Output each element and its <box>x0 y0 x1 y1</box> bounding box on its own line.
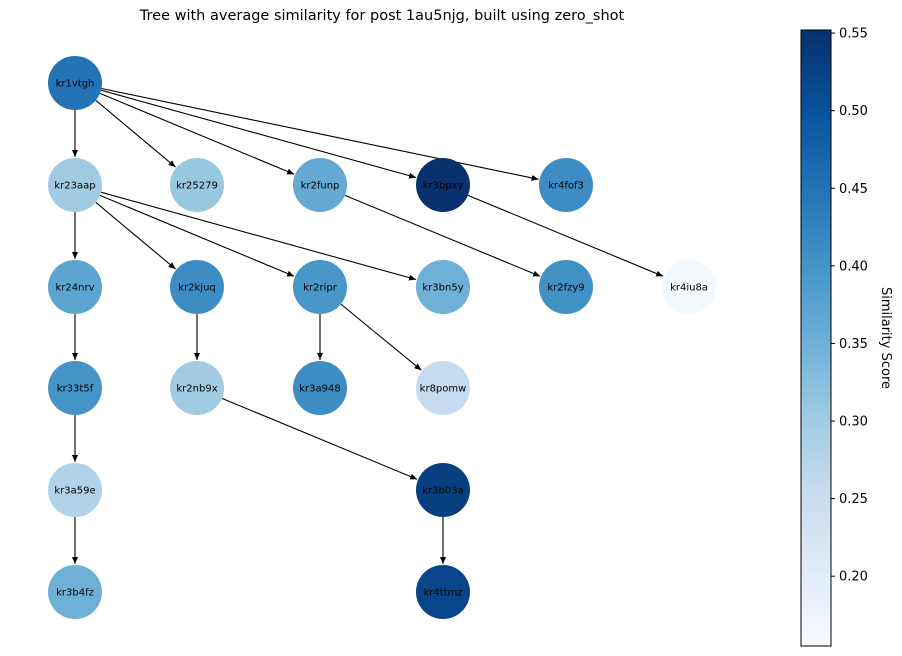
edge-kr1vtgh-kr25279 <box>95 99 176 168</box>
node-kr3a948: kr3a948 <box>293 361 347 415</box>
node-circle <box>48 260 102 314</box>
node-label: kr3b4fz <box>56 588 94 599</box>
node-label: kr1vtgh <box>56 79 95 90</box>
node-label: kr25279 <box>176 181 218 192</box>
colorbar-tick-label: 0.20 <box>839 570 868 585</box>
node-label: kr3b03a <box>422 486 463 497</box>
colorbar-tick-label: 0.40 <box>839 259 868 274</box>
colorbar-ticks: 0.20 0.25 0.30 0.35 0.40 0.45 0.50 0.55 <box>831 27 868 585</box>
node-circle <box>48 158 102 212</box>
node-kr24nrv: kr24nrv <box>48 260 102 314</box>
node-circle <box>416 463 470 517</box>
edge-kr2ripr-kr8pomw <box>340 303 422 371</box>
edges-layer <box>72 87 664 564</box>
node-label: kr2fzy9 <box>547 283 584 294</box>
node-kr2kjuq: kr2kjuq <box>170 260 224 314</box>
node-circle <box>662 260 716 314</box>
colorbar-tick-label: 0.25 <box>839 492 868 507</box>
node-kr2funp: kr2funp <box>293 158 347 212</box>
node-kr3b4fz: kr3b4fz <box>48 565 102 619</box>
node-label: kr2kjuq <box>178 283 216 294</box>
node-kr2ripr: kr2ripr <box>293 260 347 314</box>
node-label: kr4fof3 <box>548 181 584 192</box>
edge-kr2funp-kr2fzy9 <box>344 194 541 277</box>
node-kr4iu8a: kr4iu8a <box>662 260 716 314</box>
colorbar-label: Similarity Score <box>878 287 893 389</box>
node-label: kr8pomw <box>420 384 467 395</box>
colorbar: 0.20 0.25 0.30 0.35 0.40 0.45 0.50 0.55 Similar… <box>800 27 893 647</box>
node-kr8pomw: kr8pomw <box>416 361 470 415</box>
colorbar-tick-label: 0.50 <box>839 104 868 119</box>
node-circle <box>170 361 224 415</box>
node-kr1vtgh: kr1vtgh <box>48 56 102 110</box>
node-circle <box>416 260 470 314</box>
figure-title: Tree with average similarity for post 1a… <box>139 8 625 24</box>
node-circle <box>416 158 470 212</box>
edge-kr1vtgh-kr3bpxy <box>100 89 417 179</box>
node-circle <box>48 361 102 415</box>
colorbar-gradient <box>800 29 832 647</box>
node-circle <box>48 463 102 517</box>
edge-kr23aap-kr2kjuq <box>95 201 176 270</box>
node-label: kr3bn5y <box>422 283 463 294</box>
node-kr3b03a: kr3b03a <box>416 463 470 517</box>
node-circle <box>170 260 224 314</box>
node-label: kr4iu8a <box>670 283 708 294</box>
node-label: kr24nrv <box>56 283 95 294</box>
node-label: kr2funp <box>301 181 340 192</box>
colorbar-tick-label: 0.35 <box>839 337 868 352</box>
node-circle <box>416 565 470 619</box>
edge-kr23aap-kr3bn5y <box>100 191 417 281</box>
node-circle <box>48 565 102 619</box>
edge-kr2nb9x-kr3b03a <box>221 397 418 480</box>
node-label: kr2nb9x <box>176 384 217 395</box>
edge-kr1vtgh-kr4fof3 <box>101 87 539 181</box>
nodes-layer: kr1vtgh kr23aap kr25279 kr2funp kr3bpxy kr4fo… <box>48 56 716 619</box>
node-label: kr2ripr <box>303 283 338 294</box>
node-label: kr3a948 <box>299 384 340 395</box>
edge-kr23aap-kr2ripr <box>99 194 295 277</box>
node-circle <box>293 158 347 212</box>
node-label: kr33t5f <box>57 384 94 395</box>
node-circle <box>293 361 347 415</box>
node-label: kr3a59e <box>54 486 95 497</box>
node-kr4fof3: kr4fof3 <box>539 158 593 212</box>
edge-kr1vtgh-kr2funp <box>99 92 295 175</box>
node-circle <box>293 260 347 314</box>
node-kr2fzy9: kr2fzy9 <box>539 260 593 314</box>
node-kr23aap: kr23aap <box>48 158 102 212</box>
colorbar-tick-label: 0.55 <box>839 27 868 42</box>
node-kr4ttmz: kr4ttmz <box>416 565 470 619</box>
node-label: kr4ttmz <box>423 588 462 599</box>
edge-kr3bpxy-kr4iu8a <box>467 194 664 277</box>
node-circle <box>539 158 593 212</box>
node-label: kr3bpxy <box>423 181 464 192</box>
node-circle <box>539 260 593 314</box>
node-circle <box>170 158 224 212</box>
node-label: kr23aap <box>54 181 95 192</box>
node-kr25279: kr25279 <box>170 158 224 212</box>
node-circle <box>48 56 102 110</box>
colorbar-tick-label: 0.30 <box>839 415 868 430</box>
node-kr2nb9x: kr2nb9x <box>170 361 224 415</box>
node-kr3a59e: kr3a59e <box>48 463 102 517</box>
node-circle <box>416 361 470 415</box>
node-kr3bpxy: kr3bpxy <box>416 158 470 212</box>
colorbar-tick-label: 0.45 <box>839 182 868 197</box>
node-kr3bn5y: kr3bn5y <box>416 260 470 314</box>
node-kr33t5f: kr33t5f <box>48 361 102 415</box>
